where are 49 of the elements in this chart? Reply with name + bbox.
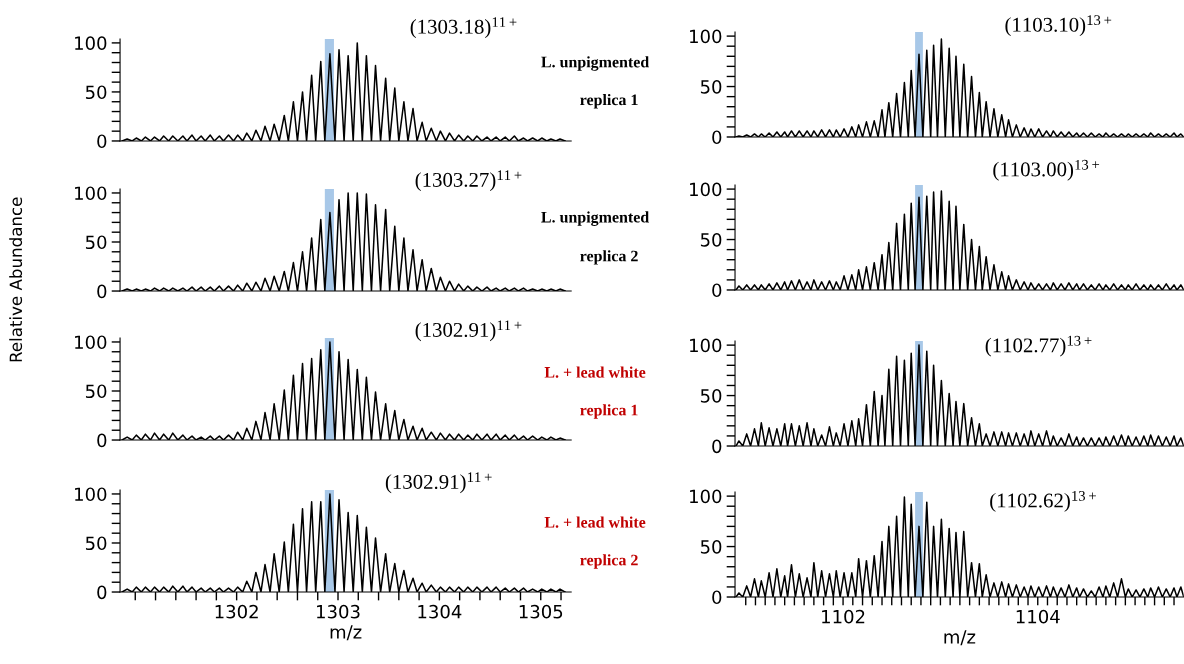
- y-tick-label: 0: [97, 284, 107, 299]
- y-tick-label: 100: [690, 338, 722, 353]
- y-tick-label: 50: [85, 85, 107, 100]
- x-tick-label: 1303: [317, 604, 360, 619]
- y-tick-label: 100: [690, 29, 722, 44]
- x-tick-label: 1102: [822, 609, 865, 624]
- x-tick-label: 1104: [1016, 609, 1060, 624]
- x-axis-title: m/z: [330, 625, 362, 641]
- y-tick-label: 0: [712, 439, 722, 454]
- annotation: (1303.27)$^{11+}$: [415, 170, 522, 192]
- text: replica 1: [580, 93, 638, 109]
- y-tick-label: 100: [75, 36, 107, 51]
- y-tick-label: 50: [700, 540, 722, 554]
- y-tick-label: 50: [700, 389, 722, 403]
- y-tick-label: 50: [700, 232, 722, 247]
- y-tick-label: 50: [700, 80, 722, 94]
- annotation: L. unpigmented: [541, 211, 650, 226]
- y-tick-label: 0: [712, 283, 722, 298]
- text: replica 2: [580, 250, 638, 265]
- y-tick-label: 50: [85, 536, 107, 551]
- y-tick-label: 0: [97, 585, 107, 600]
- x-axis-title: m/z: [944, 630, 976, 646]
- y-tick-label: 100: [690, 489, 722, 504]
- annotation: (1302.91)$^{11+}$: [415, 320, 522, 342]
- y-tick-label: 50: [85, 384, 107, 399]
- y-tick-label: 100: [690, 182, 722, 197]
- y-tick-label: 100: [75, 186, 107, 201]
- annotation: L. unpigmented: [541, 56, 650, 71]
- y-tick-label: 100: [75, 487, 107, 502]
- y-tick-label: 0: [97, 433, 107, 448]
- annotation: (1302.91)$^{11+}$: [385, 472, 492, 494]
- annotation: L. + lead white: [544, 366, 646, 378]
- annotation: (1102.62)$^{13+}$: [990, 491, 1096, 512]
- text: replica 1: [580, 404, 638, 419]
- annotation: L. + lead white: [544, 516, 646, 528]
- annotation: (1102.77)$^{13+}$: [985, 335, 1092, 357]
- text: (1303.18)$^{11+}$: [410, 17, 517, 38]
- y-tick-label: 100: [75, 335, 107, 350]
- x-tick-label: 1304: [418, 604, 462, 619]
- y-axis-title: Relative Abundance: [9, 197, 23, 362]
- y-tick-label: 0: [712, 590, 722, 605]
- text: (1103.00)$^{13+}$: [993, 159, 1100, 181]
- annotation: (1103.10)$^{13+}$: [1005, 15, 1112, 37]
- y-tick-label: 50: [85, 235, 107, 250]
- x-tick-label: 1305: [519, 604, 563, 619]
- x-tick-label: 1302: [215, 604, 258, 619]
- y-tick-label: 0: [712, 130, 722, 145]
- y-tick-label: 0: [97, 134, 107, 149]
- text: replica 2: [580, 554, 638, 569]
